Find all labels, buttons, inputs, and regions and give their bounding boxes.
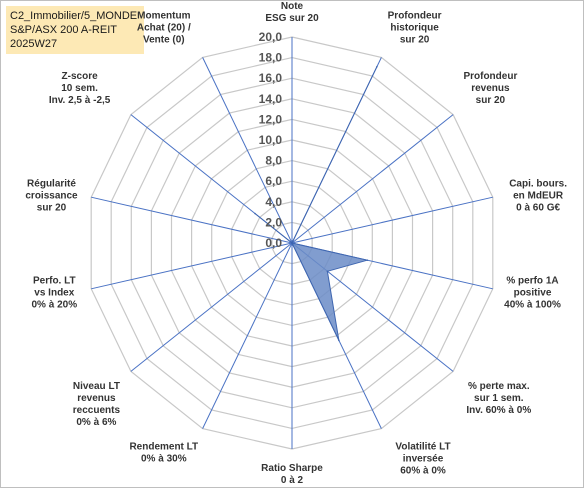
axis-label-0: Note ESG sur 20 [265, 1, 319, 24]
axis-spoke-11 [91, 196, 293, 244]
chart-caption-box: C2_Immobilier/5_MONDE S&P/ASX 200 A-REIT… [6, 6, 144, 54]
axis-spoke-10 [91, 242, 293, 290]
tick-label-7: 14,0 [259, 92, 283, 106]
axis-label-9: Niveau LT revenus reccuents 0% à 6% [73, 381, 121, 428]
axis-label-6: Volatilité LT inversée 60% à 0% [395, 441, 450, 476]
axis-label-3: Capi. bours. en MdEUR 0 à 60 G€ [509, 179, 567, 214]
tick-label-5: 10,0 [259, 133, 283, 147]
data-point-4 [366, 259, 369, 262]
tick-label-9: 18,0 [259, 51, 283, 65]
axis-label-8: Rendement LT 0% à 30% [129, 441, 198, 464]
tick-label-1: 2,0 [265, 215, 282, 229]
axis-spoke-3 [291, 196, 493, 244]
caption-line-3: 2025W27 [10, 38, 58, 50]
axis-label-1: Profondeur historique sur 20 [388, 11, 442, 46]
axis-label-2: Profondeur revenus sur 20 [463, 71, 517, 106]
axis-label-5: % perte max. sur 1 sem. Inv. 60% à 0% [466, 381, 531, 416]
axis-label-11: Régularité croissance sur 20 [25, 179, 78, 214]
data-point-1 [376, 65, 378, 68]
tick-label-4: 8,0 [265, 154, 282, 168]
axis-label-13: Momentum Achat (20) / Vente (0) [137, 11, 191, 46]
data-point-5 [326, 270, 329, 273]
axis-label-7: Ratio Sharpe 0 à 2 [261, 463, 323, 486]
tick-label-2: 4,0 [265, 195, 282, 209]
tick-label-8: 16,0 [259, 71, 283, 85]
data-point-6 [338, 339, 340, 342]
tick-label-10: 20,0 [259, 30, 283, 44]
axis-spoke-9 [130, 242, 293, 372]
tick-label-0: 0,0 [265, 236, 282, 250]
axis-spoke-13 [202, 57, 293, 244]
axis-label-10: Perfo. LT vs Index 0% à 20% [32, 276, 78, 311]
caption-line-1: C2_Immobilier/5_MONDE [10, 10, 138, 22]
axis-label-12: Z-score 10 sem. Inv. 2,5 à -2,5 [49, 71, 111, 106]
tick-label-6: 12,0 [259, 112, 283, 126]
axis-spoke-2 [291, 114, 454, 244]
caption-line-2: S&P/ASX 200 A-REIT [10, 24, 117, 36]
axis-label-4: % perfo 1A positive 40% à 100% [504, 276, 561, 311]
data-point-13 [291, 242, 293, 244]
tick-label-3: 6,0 [265, 174, 282, 188]
data-point-12 [254, 212, 256, 215]
axis-spoke-8 [202, 242, 293, 429]
